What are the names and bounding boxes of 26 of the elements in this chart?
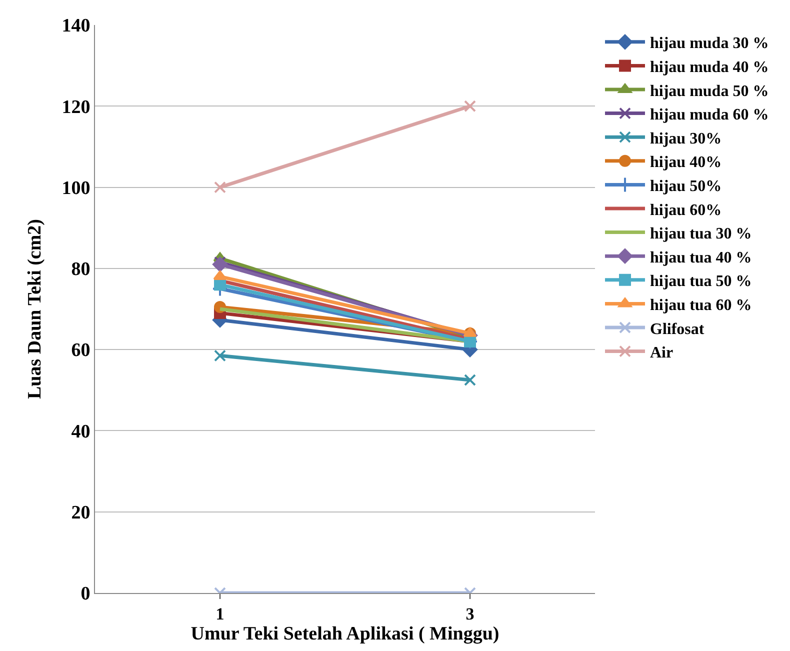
x-axis-title: Umur Teki Setelah Aplikasi ( Minggu) (190, 623, 500, 644)
legend-label: hijau tua 30 % (650, 226, 752, 243)
legend-label: hijau tua 60 % (650, 296, 752, 314)
y-tick-label: 20 (71, 502, 90, 524)
y-tick-label: 0 (80, 584, 90, 605)
x-tick-label: 3 (466, 604, 474, 624)
legend-label: hijau tua 40 % (650, 249, 752, 266)
legend-label: hijau muda 60 % (650, 106, 769, 124)
legend-label: hijau 60% (650, 202, 722, 219)
legend-label: Glifosat (650, 320, 705, 338)
legend-label: hijau muda 40 % (650, 58, 769, 76)
legend-label: Air (650, 344, 674, 362)
x-tick-label: 1 (216, 604, 224, 624)
legend-label: hijau tua 50 % (650, 273, 752, 290)
legend-label: hijau muda 30 % (650, 35, 769, 52)
y-tick-label: 140 (62, 16, 90, 37)
legend-label: hijau muda 50 % (650, 82, 769, 100)
legend-label: hijau 30% (650, 130, 722, 148)
legend-label: hijau 40% (650, 154, 722, 172)
y-tick-label: 60 (71, 340, 90, 362)
legend-label: hijau 50% (650, 178, 722, 195)
y-tick-label: 120 (62, 96, 90, 118)
y-tick-label: 40 (71, 421, 90, 442)
y-axis-title: Luas Daun Teki (cm2) (24, 218, 46, 400)
y-tick-label: 100 (62, 178, 90, 199)
y-tick-label: 80 (71, 259, 90, 280)
